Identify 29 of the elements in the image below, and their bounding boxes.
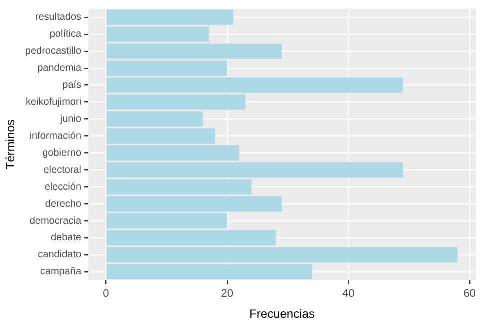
- y-tick-label: país: [62, 80, 82, 92]
- y-tick-label: campaña: [40, 266, 82, 278]
- y-tick-label: información: [30, 130, 82, 142]
- y-tick-label: debate: [50, 232, 82, 244]
- y-tick-label: resultados: [35, 12, 82, 24]
- bar: [106, 26, 210, 42]
- y-tick-label: pandemia: [38, 63, 82, 74]
- y-axis-title: Términos: [4, 120, 18, 170]
- y-tick-label: derecho: [45, 198, 82, 210]
- y-tick-label: pedrocastillo: [25, 46, 82, 58]
- y-tick-label: gobierno: [42, 148, 82, 159]
- y-tick-label: junio: [59, 114, 82, 126]
- bar: [106, 264, 312, 280]
- bar: [106, 247, 458, 263]
- bar: [106, 213, 228, 229]
- x-tick-label: 60: [464, 288, 476, 300]
- y-tick-label: política: [50, 29, 82, 40]
- x-axis-title: Frecuencias: [250, 307, 315, 322]
- y-tick-label: keikofujimori: [26, 97, 82, 108]
- bar: [106, 10, 234, 26]
- y-tick-label: electoral: [44, 164, 82, 176]
- x-tick-label: 20: [221, 288, 234, 300]
- y-tick-label: elección: [44, 182, 82, 193]
- bar: [106, 230, 276, 246]
- y-tick-label: democracia: [30, 216, 82, 227]
- bar: [106, 196, 282, 212]
- x-tick-label: 0: [103, 288, 110, 300]
- x-tick-label: 40: [342, 288, 355, 300]
- y-tick-label: candidato: [38, 250, 82, 261]
